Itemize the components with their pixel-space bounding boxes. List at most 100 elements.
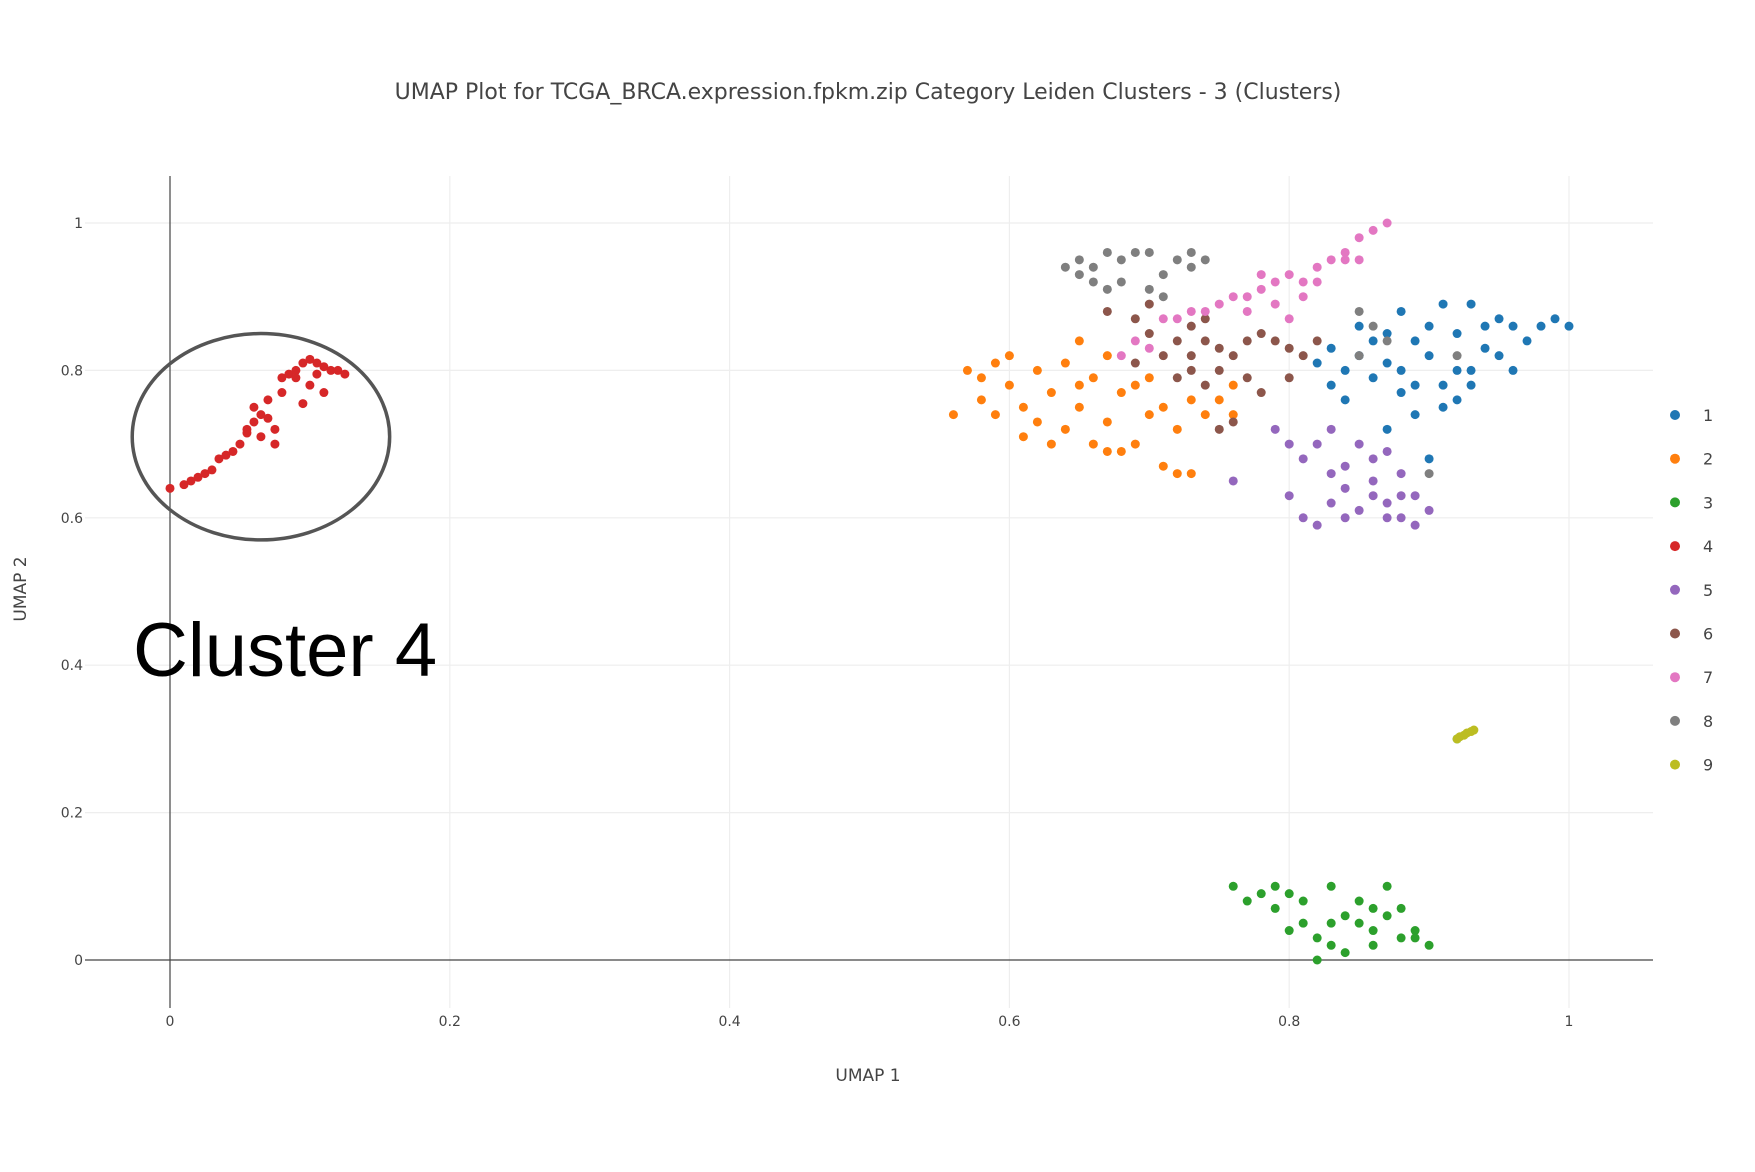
data-point [1200, 336, 1210, 346]
legend-label: 4 [1703, 537, 1713, 556]
data-point [1242, 896, 1252, 906]
data-point [1340, 948, 1350, 958]
data-point [1144, 284, 1154, 294]
data-point [1396, 513, 1406, 523]
data-point [1074, 380, 1084, 390]
legend-item-3[interactable]: 3 [1670, 493, 1713, 512]
data-point [291, 365, 301, 375]
data-point [1172, 314, 1182, 324]
data-point [1172, 336, 1182, 346]
y-tick-label: 1 [74, 216, 83, 232]
data-point [1312, 262, 1322, 272]
data-point [976, 373, 986, 383]
data-point [1186, 321, 1196, 331]
legend-item-1[interactable]: 1 [1670, 406, 1713, 425]
data-point [1270, 299, 1280, 309]
data-point [305, 380, 315, 390]
series-3 [1228, 734, 1462, 965]
legend-marker [1670, 759, 1680, 770]
data-point [1480, 321, 1490, 331]
data-point [1060, 262, 1070, 272]
series-1 [1312, 299, 1574, 464]
data-point [1452, 329, 1462, 339]
data-point [1354, 351, 1364, 361]
data-point [1396, 469, 1406, 479]
data-point [1508, 321, 1518, 331]
data-point [1340, 911, 1350, 921]
data-point [1298, 454, 1308, 464]
x-tick-label: 0.8 [1278, 1014, 1300, 1030]
data-point [263, 413, 273, 423]
data-point [1326, 424, 1336, 434]
series-7 [1116, 218, 1392, 361]
data-point [1340, 395, 1350, 405]
data-point [1228, 351, 1238, 361]
data-point [1004, 380, 1014, 390]
legend-item-9[interactable]: 9 [1670, 756, 1713, 775]
data-point [270, 424, 280, 434]
data-point [1032, 365, 1042, 375]
data-point [291, 373, 301, 383]
legend-item-7[interactable]: 7 [1670, 668, 1713, 687]
data-point [1018, 402, 1028, 412]
data-point [1270, 277, 1280, 287]
data-point [1074, 270, 1084, 280]
legend-item-2[interactable]: 2 [1670, 450, 1713, 469]
data-point [1382, 336, 1392, 346]
data-point [1368, 940, 1378, 950]
data-point [1200, 255, 1210, 265]
data-point [305, 354, 315, 364]
data-point [1144, 329, 1154, 339]
data-point [1424, 454, 1434, 464]
data-point [1382, 911, 1392, 921]
data-point [1354, 255, 1364, 265]
data-point [1130, 314, 1140, 324]
legend-item-5[interactable]: 5 [1670, 581, 1713, 600]
data-point [1130, 247, 1140, 257]
data-point [1368, 454, 1378, 464]
data-point [1214, 299, 1224, 309]
data-point [1172, 373, 1182, 383]
data-point [1326, 343, 1336, 353]
data-point [1242, 373, 1252, 383]
data-point [1144, 247, 1154, 257]
data-point [1462, 728, 1472, 738]
data-point [1242, 306, 1252, 316]
data-point [1186, 247, 1196, 257]
data-point [1102, 284, 1112, 294]
data-point [1158, 314, 1168, 324]
legend-item-8[interactable]: 8 [1670, 712, 1713, 731]
legend-item-6[interactable]: 6 [1670, 625, 1713, 644]
data-point [1186, 469, 1196, 479]
data-point [1130, 336, 1140, 346]
data-point [1396, 933, 1406, 943]
data-point [1326, 498, 1336, 508]
data-point [1354, 233, 1364, 243]
data-point [1074, 402, 1084, 412]
data-point [1396, 388, 1406, 398]
data-point [1144, 373, 1154, 383]
data-point [1382, 513, 1392, 523]
y-tick-label: 0.6 [61, 511, 83, 527]
data-point [1284, 314, 1294, 324]
data-point [1410, 926, 1420, 936]
data-point [340, 369, 350, 379]
data-point [228, 446, 238, 456]
data-point [1144, 410, 1154, 420]
data-point [1340, 365, 1350, 375]
data-point [1354, 896, 1364, 906]
data-point [1102, 351, 1112, 361]
data-point [1368, 476, 1378, 486]
annotation-label: Cluster 4 [133, 608, 437, 693]
data-point [207, 465, 217, 475]
legend-marker [1670, 584, 1680, 595]
legend-item-4[interactable]: 4 [1670, 537, 1713, 556]
data-point [1256, 270, 1266, 280]
data-point [1256, 284, 1266, 294]
data-point [1130, 439, 1140, 449]
legend[interactable]: 1 2 3 4 5 6 7 8 9 [1670, 406, 1713, 775]
data-point [1340, 513, 1350, 523]
data-point [1354, 321, 1364, 331]
data-point [1494, 314, 1504, 324]
